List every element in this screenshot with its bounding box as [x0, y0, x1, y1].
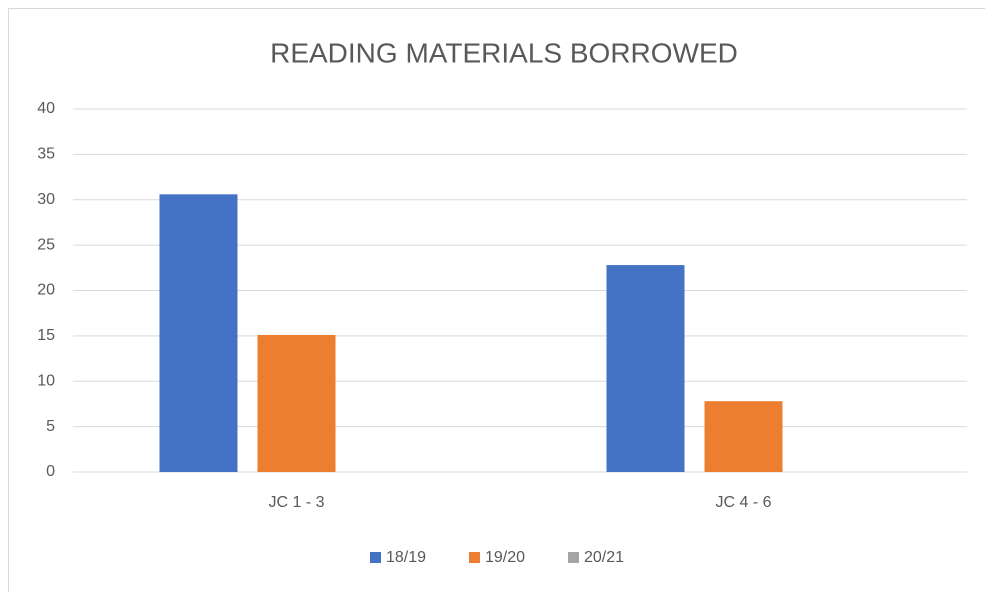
- y-tick-label: 25: [37, 236, 55, 253]
- y-tick-label: 35: [37, 146, 55, 163]
- chart-frame: [8, 8, 985, 592]
- y-tick-label: 40: [37, 100, 55, 117]
- legend-swatch: [370, 552, 381, 563]
- bar: [159, 194, 238, 472]
- y-tick-label: 10: [37, 372, 55, 389]
- y-tick-label: 15: [37, 327, 55, 344]
- legend-swatch: [568, 552, 579, 563]
- y-tick-label: 0: [46, 463, 55, 480]
- bar: [257, 334, 336, 472]
- legend-label: 19/20: [485, 549, 525, 566]
- y-tick-label: 30: [37, 191, 55, 208]
- x-tick-label: JC 4 - 6: [715, 494, 771, 511]
- x-tick-label: JC 1 - 3: [268, 494, 324, 511]
- legend-swatch: [469, 552, 480, 563]
- legend-label: 18/19: [386, 549, 426, 566]
- y-tick-label: 20: [37, 282, 55, 299]
- chart-title: READING MATERIALS BORROWED: [270, 37, 738, 68]
- y-tick-label: 5: [46, 418, 55, 435]
- legend-label: 20/21: [584, 549, 624, 566]
- bar: [606, 265, 685, 472]
- bar: [704, 401, 783, 472]
